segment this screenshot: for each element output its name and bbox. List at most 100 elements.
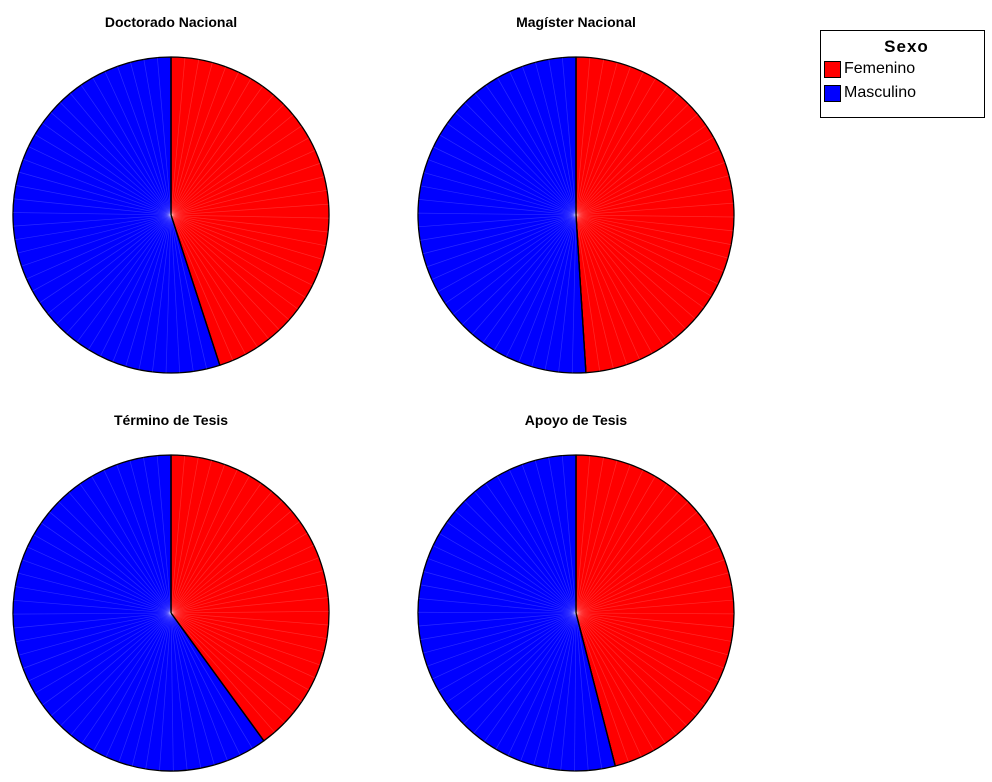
- pie-texture-line: [575, 62, 618, 216]
- pie-texture-line: [170, 59, 200, 216]
- pie-panel-termino: Término de Tesis: [6, 412, 336, 782]
- pie-texture-line: [575, 214, 719, 285]
- pie-texture-line: [423, 571, 577, 614]
- pie-texture-line: [437, 214, 577, 293]
- pie-texture-line: [521, 464, 577, 614]
- pie-texture-line: [66, 214, 172, 334]
- pie-texture-line: [485, 483, 577, 614]
- pie-slice-femenino: [170, 56, 330, 366]
- pie-texture-line: [170, 203, 329, 216]
- pie-texture-line: [170, 455, 186, 614]
- pie-texture-line: [427, 558, 577, 614]
- pie-texture-line: [575, 534, 714, 614]
- pie-texture-line: [170, 72, 239, 216]
- pie-texture-line: [575, 202, 734, 216]
- pie-texture-line: [170, 149, 316, 216]
- pie-panel-magister: Magíster Nacional: [411, 14, 741, 384]
- pie-texture-line: [15, 185, 172, 216]
- pie-texture-line: [49, 511, 172, 614]
- pie-texture-line: [455, 112, 577, 216]
- pie-texture-line: [143, 59, 172, 216]
- pie-texture-line: [170, 510, 292, 614]
- pie-texture-line: [170, 612, 327, 639]
- pie-texture-line: [575, 57, 591, 216]
- pie-texture-line: [427, 159, 577, 216]
- pie-texture-line: [464, 500, 577, 614]
- pie-texture-line: [22, 612, 172, 669]
- pie-texture-line: [575, 612, 677, 736]
- pie-texture-line: [60, 612, 172, 727]
- pie-texture-line: [125, 214, 172, 367]
- pie-texture-line: [462, 214, 577, 325]
- pie-texture-line: [170, 500, 283, 614]
- pie-texture-line: [575, 149, 720, 216]
- pie-slice-femenino: [170, 454, 330, 742]
- pie-texture-line: [575, 94, 679, 216]
- pie-texture-line: [546, 612, 577, 769]
- pie-texture-line: [170, 597, 329, 614]
- pie-texture-line: [170, 214, 194, 372]
- pie-texture-line: [170, 583, 327, 614]
- pie-texture-line: [170, 612, 202, 769]
- pie-texture-line: [522, 66, 577, 216]
- pie-texture-line: [575, 214, 686, 330]
- pie-texture-line: [170, 214, 290, 321]
- pie-texture-line: [170, 460, 212, 614]
- pie-texture-line: [575, 59, 604, 216]
- pie-texture-line: [575, 612, 654, 751]
- pie-panel-apoyo: Apoyo de Tesis: [411, 412, 741, 782]
- pie-texture-line: [518, 214, 577, 363]
- pie-texture-line: [575, 491, 679, 614]
- pie-texture-line: [170, 214, 313, 286]
- pie-texture-line: [534, 460, 577, 614]
- pie-texture-line: [100, 214, 172, 357]
- pie-chart-doctorado: [12, 56, 330, 374]
- pie-slice-masculino: [417, 56, 587, 374]
- pie-texture-line: [423, 172, 577, 216]
- pie-texture-line: [170, 612, 316, 679]
- pie-texture-line: [70, 612, 172, 736]
- legend-swatch-masculino: [824, 84, 841, 102]
- pie-texture-line: [50, 112, 172, 216]
- pie-texture-line: [426, 214, 577, 268]
- pie-texture-line: [34, 612, 172, 694]
- pie-texture-line: [432, 612, 577, 680]
- pie-texture-line: [170, 612, 174, 771]
- pie-texture-line: [28, 612, 172, 682]
- pie-texture-line: [575, 85, 668, 216]
- pie-texture-line: [170, 214, 270, 340]
- pie-texture-line: [170, 612, 310, 691]
- pie-texture-line: [575, 612, 705, 705]
- pie-texture-line: [431, 214, 577, 280]
- pie-texture-line: [170, 557, 320, 614]
- legend-swatch-femenino: [824, 60, 841, 78]
- pie-texture-line: [13, 599, 172, 614]
- pie-texture-line: [170, 114, 294, 216]
- pie-texture-line: [575, 78, 656, 216]
- pie-texture-line: [76, 214, 172, 343]
- pie-texture-line: [70, 93, 172, 216]
- pie-texture-line: [494, 214, 577, 351]
- pie-texture-line: [68, 492, 172, 614]
- pie-texture-line: [170, 482, 262, 614]
- pie-texture-line: [170, 214, 280, 331]
- pie-texture-line: [575, 114, 698, 216]
- pie-texture-line: [531, 214, 577, 367]
- pie-texture-line: [575, 214, 676, 339]
- pie-texture-line: [575, 136, 714, 216]
- pie-texture-line: [575, 612, 713, 694]
- pie-texture-line: [81, 612, 172, 744]
- pie-texture-line: [170, 214, 329, 219]
- pie-texture-line: [170, 612, 285, 724]
- pie-texture-line: [575, 214, 601, 372]
- pie-texture-line: [170, 214, 327, 247]
- pie-texture-line: [138, 214, 172, 370]
- pie-texture-line: [56, 214, 172, 325]
- pie-texture-line: [575, 612, 732, 642]
- pie-texture-line: [484, 612, 577, 742]
- pie-texture-line: [561, 455, 577, 614]
- legend-title: Sexo: [884, 37, 929, 56]
- pie-chart-magister: [417, 56, 735, 374]
- pie-texture-line: [14, 214, 172, 241]
- pie-texture-line: [420, 185, 577, 216]
